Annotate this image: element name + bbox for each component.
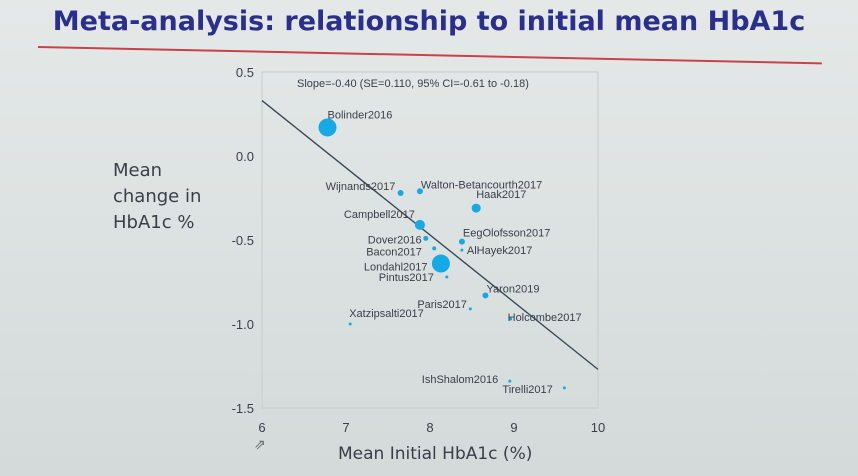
point-label: Xatzipsalti2017 (349, 308, 424, 320)
data-point (508, 379, 512, 383)
data-point (318, 118, 337, 137)
data-point (468, 307, 472, 311)
mouse-pointer-icon: ⇗ (254, 436, 266, 452)
data-point (509, 317, 513, 321)
x-tick-label: 8 (426, 420, 433, 435)
point-label: Yaron2019 (486, 283, 539, 295)
y-tick-label: 0.0 (236, 149, 254, 164)
regression-line (261, 100, 599, 370)
y-axis-label-line-1: Mean (113, 160, 163, 181)
data-point (482, 292, 489, 299)
data-point (348, 322, 352, 326)
data-point (423, 235, 429, 241)
y-axis-label-line-2: change in (113, 186, 202, 207)
y-tick-label: -1.0 (232, 317, 254, 332)
x-axis-label: Mean Initial HbA1c (%) (338, 444, 533, 464)
data-point (414, 219, 425, 230)
point-label: Bolinder2016 (328, 109, 393, 121)
point-label: Londahl2017 (364, 262, 428, 274)
data-point (397, 189, 404, 196)
data-point (445, 275, 449, 279)
y-tick-label: -1.5 (232, 401, 254, 416)
data-point (460, 248, 464, 252)
point-label: EegOlofsson2017 (463, 228, 550, 240)
slope-annotation: Slope=-0.40 (SE=0.110, 95% CI=-0.61 to -… (297, 78, 529, 90)
point-label: Walton-Betancourth2017 (421, 179, 542, 191)
data-point (471, 203, 481, 213)
y-tick-label: 0.5 (236, 65, 254, 80)
data-point (458, 238, 465, 245)
x-tick-label: 6 (258, 420, 265, 435)
data-point (431, 254, 450, 273)
data-point (432, 246, 437, 251)
data-point (562, 386, 566, 390)
data-point (416, 188, 423, 195)
point-label: AlHayek2017 (467, 245, 532, 257)
point-label: Holcombe2017 (508, 312, 582, 324)
x-tick-label: 7 (342, 420, 349, 435)
point-label: Haak2017 (476, 189, 526, 201)
point-label: Paris2017 (417, 299, 467, 311)
point-label: Bacon2017 (366, 246, 422, 258)
point-label: IshShalom2016 (422, 374, 498, 386)
x-tick-label: 10 (591, 420, 605, 435)
point-label: Wijnands2017 (326, 181, 396, 193)
point-label: Campbell2017 (344, 209, 415, 221)
x-tick-label: 9 (510, 420, 517, 435)
y-tick-label: -0.5 (232, 233, 254, 248)
y-axis-label-line-3: HbA1c % (113, 212, 195, 233)
plot-frame (261, 71, 599, 409)
point-label: Pintus2017 (379, 272, 434, 284)
y-axis-label: Mean change in HbA1c % (113, 158, 201, 236)
point-label: Dover2016 (368, 234, 422, 246)
point-label: Tirelli2017 (502, 384, 552, 396)
slide-title: Meta-analysis: relationship to initial m… (52, 6, 806, 37)
